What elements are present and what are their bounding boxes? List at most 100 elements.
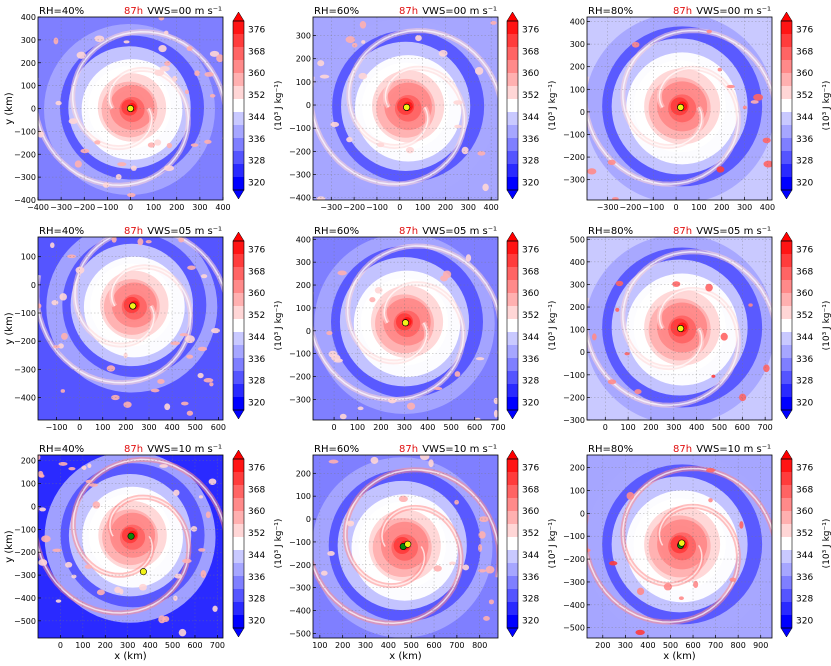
colorbar-segment xyxy=(233,550,244,564)
colorbar: 376 368 360 352 344 336 328 320 (10³ J kg⁻¹) xyxy=(232,231,284,420)
convective-cell xyxy=(123,40,130,44)
colorbar-tick-label: 360 xyxy=(522,289,539,299)
colorbar-tick-label: 328 xyxy=(522,157,539,167)
convective-cell xyxy=(592,333,597,341)
colorbar-segment xyxy=(507,138,518,152)
colorbar-segment xyxy=(233,472,244,486)
colorbar-segment xyxy=(233,602,244,616)
colorbar-segment xyxy=(233,319,244,333)
colorbar-segment xyxy=(233,47,244,61)
plot-frame xyxy=(586,16,773,201)
convective-cell xyxy=(493,409,498,418)
convective-cell xyxy=(753,93,764,101)
y-tick-label: −200 xyxy=(563,153,585,162)
colorbar: 376 368 360 352 344 336 328 320 (10³ J kg⁻¹) xyxy=(232,11,284,200)
convective-cell xyxy=(58,461,68,466)
y-tick-label: 0 xyxy=(306,327,311,336)
convective-cell xyxy=(485,565,495,574)
spiral-arm-edge xyxy=(587,505,740,623)
y-tick-label: 200 xyxy=(570,464,585,473)
colorbar-segment xyxy=(507,254,518,268)
convective-cell xyxy=(164,165,175,172)
convective-cell xyxy=(186,410,194,416)
y-tick-label: −100 xyxy=(563,130,585,139)
convective-cell xyxy=(55,599,62,603)
colorbar-segment xyxy=(233,164,244,178)
x-tick-label: 0 xyxy=(77,423,82,432)
convective-cell xyxy=(158,17,165,21)
colorbar: 376 368 360 352 344 336 328 320 (10³ J kg⁻¹) xyxy=(506,231,558,420)
colorbar-segment xyxy=(507,21,518,35)
y-tick-label: −200 xyxy=(289,561,311,570)
convective-cell xyxy=(74,160,82,168)
convective-cell xyxy=(750,100,759,104)
x-tick-label: 500 xyxy=(404,641,419,650)
colorbar-tick-label: 320 xyxy=(796,617,813,627)
x-tick-label: 500 xyxy=(165,641,180,650)
colorbar-frame xyxy=(506,20,519,191)
y-tick-label: 0 xyxy=(31,502,36,511)
colorbar-segment xyxy=(781,86,792,100)
colorbar-label: (10³ J kg⁻¹) xyxy=(548,301,558,351)
colorbar-max-arrow xyxy=(506,449,519,460)
convective-cell xyxy=(317,60,325,67)
time-label: 87h xyxy=(399,226,418,237)
convective-cell xyxy=(138,583,147,591)
x-axis-label: x (km) xyxy=(389,651,422,662)
colorbar-segment xyxy=(233,384,244,398)
convective-cell xyxy=(337,270,347,276)
colorbar-frame xyxy=(780,458,793,629)
y-tick-label: −100 xyxy=(563,532,585,541)
convective-cell xyxy=(197,372,204,379)
colorbar-segment xyxy=(507,358,518,372)
convective-cell xyxy=(127,192,136,198)
colorbar-segment xyxy=(507,563,518,577)
colorbar-tick-label: 368 xyxy=(248,47,265,57)
colorbar-segment xyxy=(781,550,792,564)
colorbar-tick-label: 320 xyxy=(248,179,265,189)
x-tick-label: 0 xyxy=(397,203,402,212)
colorbar-segment xyxy=(507,267,518,281)
vortex-center-marker xyxy=(678,539,686,547)
convective-cell xyxy=(490,20,497,25)
colorbar-min-arrow xyxy=(232,409,245,420)
convective-cell xyxy=(197,346,208,352)
x-tick-label: 200 xyxy=(118,423,133,432)
convective-cell xyxy=(92,501,101,509)
y-tick-label: −200 xyxy=(563,555,585,564)
convective-cell xyxy=(159,65,170,72)
y-tick-label: 400 xyxy=(570,258,585,267)
colorbar-segment xyxy=(781,511,792,525)
colorbar: 376 368 360 352 344 336 328 320 (10³ J kg⁻¹) xyxy=(506,11,558,200)
plot-frame xyxy=(312,16,499,201)
y-tick-label: 300 xyxy=(570,40,585,49)
convective-cell xyxy=(672,281,681,287)
convective-cell xyxy=(94,35,105,42)
convective-cell xyxy=(607,159,616,166)
convective-cell xyxy=(477,151,486,156)
colorbar: 376 368 360 352 344 336 328 320 (10³ J kg⁻¹) xyxy=(780,449,831,638)
colorbar-label: (10³ J kg⁻¹) xyxy=(548,519,558,569)
convective-cell xyxy=(406,402,416,410)
colorbar-segment xyxy=(507,576,518,590)
colorbar-tick-label: 328 xyxy=(248,157,265,167)
rh-label: RH=40% xyxy=(39,226,84,237)
convective-cell xyxy=(328,350,338,358)
colorbar-tick-label: 368 xyxy=(522,485,539,495)
x-tick-label: −400 xyxy=(27,203,49,212)
colorbar-frame xyxy=(506,240,519,411)
vortex-center-marker xyxy=(129,302,137,310)
colorbar-tick-label: 376 xyxy=(522,246,539,256)
x-tick-label: 100 xyxy=(312,641,327,650)
y-tick-label: 0 xyxy=(31,105,36,114)
heatmap-field xyxy=(38,17,223,200)
colorbar-tick-label: 328 xyxy=(522,595,539,605)
heatmap-field xyxy=(38,455,223,638)
convective-cell xyxy=(357,406,364,411)
y-tick-label: −100 xyxy=(14,127,36,136)
colorbar-segment xyxy=(233,371,244,385)
spiral-arm-edge xyxy=(348,29,498,148)
colorbar-segment xyxy=(781,472,792,486)
convective-cell xyxy=(173,489,180,496)
